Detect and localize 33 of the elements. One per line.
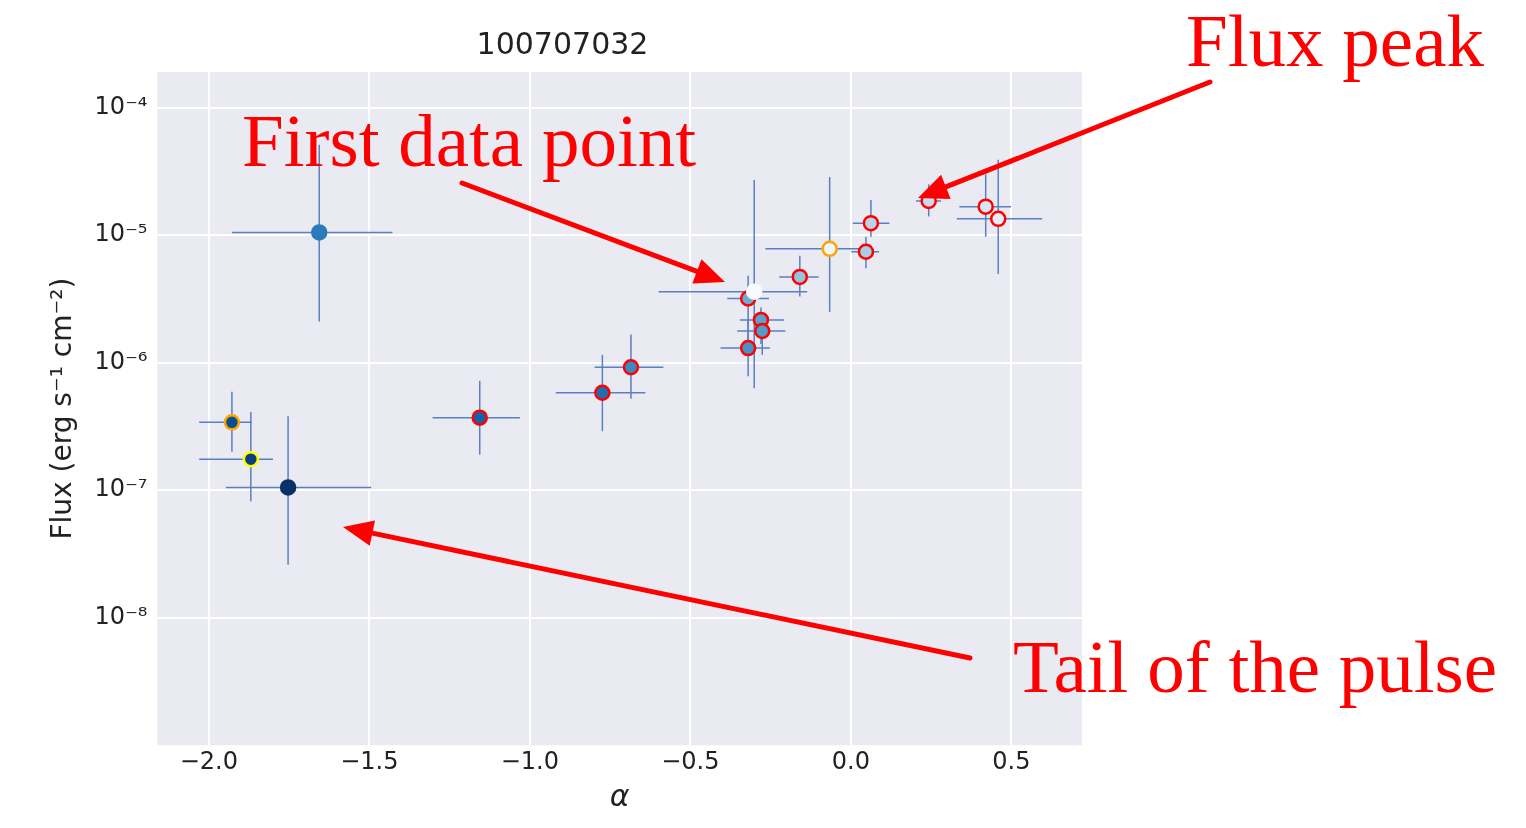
chart-title: 100707032 bbox=[476, 25, 649, 61]
y-axis-title: Flux (erg s⁻¹ cm⁻²) bbox=[45, 277, 79, 540]
annotation: Tail of the pulse bbox=[1012, 625, 1498, 708]
point bbox=[242, 450, 260, 468]
point bbox=[594, 384, 611, 402]
point bbox=[471, 409, 488, 426]
point bbox=[279, 479, 297, 496]
y-tick-label: 10⁻⁶ bbox=[94, 346, 148, 375]
point bbox=[223, 414, 241, 431]
point bbox=[739, 339, 757, 357]
point bbox=[310, 224, 328, 241]
y-tick-label: 10⁻⁸ bbox=[94, 601, 148, 630]
x-tick-label: −0.5 bbox=[661, 746, 720, 775]
x-tick-label: −2.0 bbox=[179, 746, 238, 775]
x-axis-title: α bbox=[609, 777, 630, 813]
text: Flux peak bbox=[1186, 0, 1485, 82]
y-tick-label: 10⁻⁴ bbox=[94, 91, 148, 120]
annotation: First data point bbox=[241, 99, 697, 182]
point bbox=[745, 283, 763, 300]
x-tick-label: −1.5 bbox=[340, 746, 399, 775]
y-tick-label: 10⁻⁵ bbox=[94, 219, 148, 248]
x-tick-label: 0.0 bbox=[831, 746, 870, 775]
point bbox=[977, 198, 994, 215]
point bbox=[857, 243, 875, 261]
point bbox=[989, 210, 1007, 228]
point bbox=[862, 214, 880, 232]
point bbox=[622, 358, 640, 376]
x-tick-label: 0.5 bbox=[992, 746, 1031, 775]
x-tick-label: −1.0 bbox=[500, 746, 559, 775]
point bbox=[754, 322, 771, 340]
point bbox=[821, 240, 838, 258]
y-tick-label: 10⁻⁷ bbox=[94, 474, 148, 503]
point bbox=[791, 268, 809, 286]
